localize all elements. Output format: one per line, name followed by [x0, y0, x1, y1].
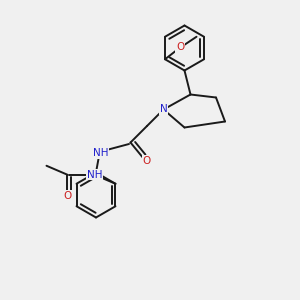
Text: NH: NH	[87, 170, 102, 180]
Text: O: O	[143, 155, 151, 166]
Text: O: O	[63, 191, 72, 201]
Text: N: N	[160, 104, 167, 115]
Text: NH: NH	[93, 148, 108, 158]
Text: O: O	[176, 42, 184, 52]
